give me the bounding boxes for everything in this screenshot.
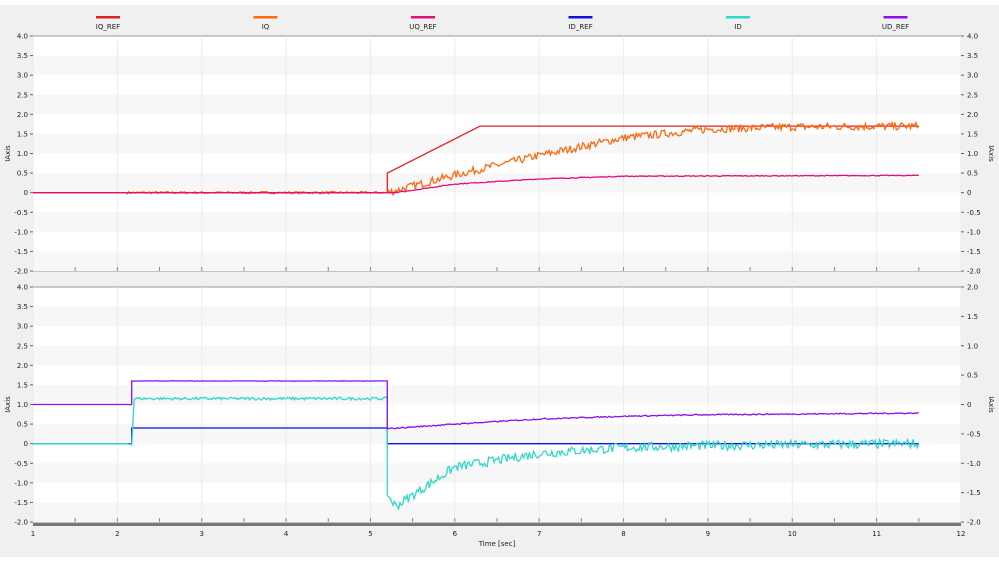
grid-band [33,251,961,271]
y-right-tick-label: 2.0 [967,111,978,119]
y-right-tick-label: -1.5 [967,489,981,497]
y-tick-label: 3.0 [17,72,28,80]
y-tick-label: -1.5 [14,248,28,256]
grid-band [33,94,961,115]
legend-label: IQ [262,23,270,31]
x-tick-label: 8 [621,530,625,538]
y-axis-label: IAxis [4,145,12,162]
legend-swatch-id_ref [568,16,593,19]
x-tick-label: 12 [957,530,966,538]
x-tick-label: 5 [368,530,372,538]
y-tick-label: -1.0 [14,479,28,487]
y-right-axis-label: IAxis [987,396,995,413]
y-tick-label: -2.0 [14,519,28,527]
grid-band [33,173,961,193]
y-right-tick-label: -1.0 [967,228,981,236]
grid-band [33,502,961,522]
legend-label: ID_REF [568,23,592,31]
y-tick-label: 0 [24,440,28,448]
y-tick-label: 4.0 [17,284,28,292]
y-right-tick-label: 0 [967,401,971,409]
legend-swatch-iq_ref [96,16,120,19]
y-right-tick-label: 2.0 [967,284,978,292]
y-tick-label: 0 [24,189,28,197]
y-tick-label: 1.5 [17,381,28,389]
legend-swatch-ud_ref [883,16,908,19]
y-tick-label: 2.5 [17,91,28,99]
legend-swatch-uq_ref [411,16,435,19]
chart-window: IQ_REF IQ UQ_REF ID_REF ID UD_REF 4.0 3.5 3.0 2.5… [0,5,999,557]
y-tick-label: -1.5 [14,499,28,507]
x-tick-label: 10 [788,530,797,538]
y-right-tick-label: 3.0 [967,72,978,80]
legend-swatch-iq [253,16,278,19]
y-tick-label: 4.0 [17,33,28,41]
y-tick-label: 2.0 [17,111,28,119]
y-tick-label: 1.0 [17,150,28,158]
y-right-axis-label: IAxis [987,145,995,162]
x-tick-label: 6 [453,530,458,538]
y-tick-label: -0.5 [14,209,28,217]
grid-band [33,212,961,232]
x-axis-label: Time [sec] [478,540,516,548]
grid-band [33,55,961,76]
grid-band [33,306,961,327]
y-tick-label: 3.0 [17,323,28,331]
series-line-uq_ref [33,174,919,194]
y-tick-label: 0.5 [17,170,28,178]
x-tick-label: 7 [537,530,541,538]
legend-label: IQ_REF [96,23,120,31]
chart-svg: IQ_REF IQ UQ_REF ID_REF ID UD_REF 4.0 3.5 3.0 2.5… [4,16,995,548]
legend-label: ID [734,23,741,31]
x-tick-label: 1 [31,530,35,538]
x-tick-label: 3 [199,530,203,538]
y-right-tick-label: -0.5 [967,209,981,217]
y-right-tick-label: -0.5 [967,430,981,438]
y-right-tick-label: 0.5 [967,170,978,178]
x-tick-label: 11 [872,530,881,538]
grid-band [33,463,961,483]
y-right-tick-label: 1.0 [967,150,978,158]
grid-band [33,345,961,366]
y-tick-label: 0.5 [17,421,28,429]
x-scrollbar[interactable] [33,523,961,526]
grid-band [33,424,961,444]
y-right-tick-label: 1.5 [967,130,978,138]
y-tick-label: 2.0 [17,362,28,370]
y-right-tick-label: 0.5 [967,372,978,380]
y-right-tick-label: -1.5 [967,248,981,256]
y-right-tick-label: 4.0 [967,33,978,41]
y-axis-label: IAxis [4,396,12,413]
series-line-iq [33,120,920,197]
y-right-tick-label: 1.5 [967,313,978,321]
y-right-tick-label: -2.0 [967,519,981,527]
x-tick-label: 9 [706,530,710,538]
x-tick-label: 2 [115,530,119,538]
y-tick-label: 3.5 [17,303,28,311]
legend-swatch-id [726,16,750,19]
y-right-tick-label: 0 [967,189,971,197]
y-tick-label: 1.0 [17,401,28,409]
x-tick-label: 4 [284,530,289,538]
y-tick-label: -2.0 [14,268,28,276]
grid-band [33,384,961,405]
y-right-tick-label: -1.0 [967,460,981,468]
y-tick-label: 2.5 [17,342,28,350]
legend-label: UD_REF [882,23,909,31]
grid-band [33,133,961,154]
y-tick-label: 1.5 [17,130,28,138]
series-line-ud_ref [33,380,919,430]
y-tick-label: -0.5 [14,460,28,468]
y-tick-label: 3.5 [17,52,28,60]
y-right-tick-label: -2.0 [967,268,981,276]
y-right-tick-label: 1.0 [967,342,978,350]
y-tick-label: -1.0 [14,228,28,236]
series-line-id [33,396,920,511]
legend-label: UQ_REF [409,23,436,31]
y-right-tick-label: 2.5 [967,91,978,99]
y-right-tick-label: 3.5 [967,52,978,60]
